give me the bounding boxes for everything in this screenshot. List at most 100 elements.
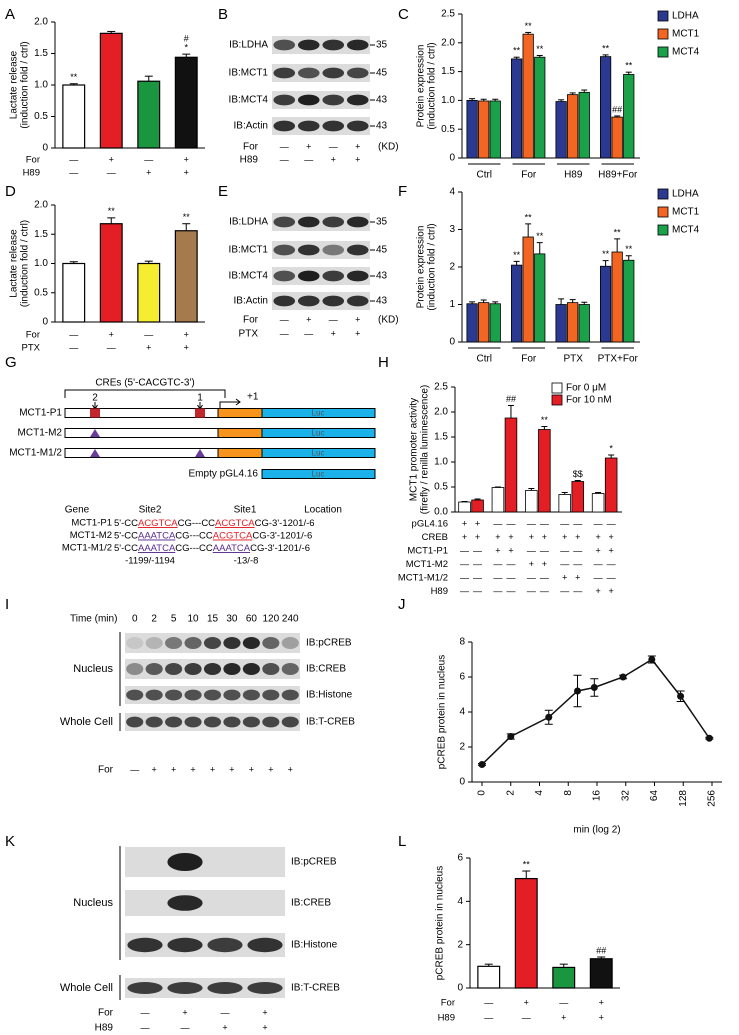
bar (567, 94, 579, 159)
marker-label: 43 (376, 121, 388, 132)
group-label: Nucleus (73, 663, 113, 675)
blot-band (322, 39, 345, 51)
row-mark: + (529, 559, 534, 569)
y-axis-label: Protein expression (416, 226, 427, 309)
row-mark: — (527, 586, 536, 596)
group-label: Nucleus (73, 897, 113, 909)
significance-label: ** (602, 249, 610, 259)
row-mark: — (473, 545, 482, 555)
bar (491, 487, 505, 513)
significance-label: ## (506, 394, 516, 404)
y-tick-label: 0.5 (441, 124, 455, 135)
row-mark: + (184, 342, 189, 352)
time-label: 0 (132, 614, 138, 625)
luc-label: Luc (312, 409, 325, 418)
significance-label: ## (612, 104, 622, 114)
y-tick-label: 2.0 (441, 37, 455, 48)
y-tick-label: 1.5 (34, 229, 48, 240)
blot-band (262, 637, 280, 649)
legend-swatch (551, 382, 563, 394)
panel-letter: A (5, 6, 15, 23)
blot-label: IB:Actin (234, 296, 268, 307)
bar (522, 236, 534, 343)
row-label: MCT1-P1 (407, 546, 448, 557)
blot-band (281, 716, 299, 728)
y-tick-label: 2 (449, 262, 455, 273)
y-tick-label: 0 (459, 777, 465, 788)
bar (589, 958, 613, 989)
marker-label: 43 (376, 271, 388, 282)
row-label: PTX (22, 343, 41, 354)
blot-band (127, 853, 162, 871)
bar (599, 265, 612, 343)
bar (525, 490, 538, 513)
blot-band (126, 689, 144, 701)
row-mark: + (109, 154, 114, 164)
blot-band (165, 663, 183, 675)
legend-label: MCT1 (672, 207, 700, 218)
y-tick-label: 1 (449, 299, 455, 310)
time-label: 30 (226, 614, 238, 625)
bar (599, 56, 612, 159)
blot-band (207, 982, 243, 994)
location: -1201/-6 (279, 518, 314, 529)
blot-band (346, 244, 369, 256)
blot-band (273, 295, 296, 307)
blot-band (297, 39, 320, 51)
legend-label: LDHA (672, 11, 699, 22)
sequence-part: 5'-CC (114, 530, 138, 541)
y-tick-label: 2.0 (34, 17, 48, 28)
row-mark: — (559, 997, 568, 1007)
blot-band (262, 689, 280, 701)
x-axis-label: min (log 2) (573, 825, 620, 836)
mutation (195, 449, 205, 457)
blot-band (273, 67, 296, 79)
mutation (90, 449, 100, 457)
row-mark: — (493, 586, 502, 596)
blot-strip (272, 292, 370, 310)
treatment-mark: — (280, 141, 289, 151)
bar (555, 304, 567, 343)
luc-label: Luc (312, 470, 325, 479)
significance-label: ** (602, 43, 610, 53)
sequence-part: AAATCA (138, 543, 176, 554)
blot-band (167, 982, 203, 994)
treatment-mark: + (222, 1022, 227, 1032)
y-tick-label: 2.0 (34, 200, 48, 211)
y-axis-label: (induction fold / ctrl) (20, 220, 31, 307)
blot-label: IB:LDHA (229, 217, 268, 228)
treatment-mark: + (306, 141, 311, 151)
bar (477, 965, 501, 989)
blot-band (346, 295, 369, 307)
legend-label: MCT1 (672, 29, 700, 40)
significance-label: # (184, 34, 189, 44)
y-tick-label: 6 (459, 672, 465, 683)
bar (604, 457, 618, 513)
blot-label: IB:MCT1 (229, 68, 269, 79)
blot-band (297, 244, 320, 256)
x-tick-label: 16 (592, 790, 603, 802)
y-axis-label: (induction fold / ctrl) (20, 41, 31, 128)
legend-label: For 0 μM (566, 383, 606, 394)
y-tick-label: 0 (42, 143, 48, 154)
blot-strip (272, 36, 370, 54)
blot-band (145, 716, 163, 728)
y-tick-label: 1.5 (434, 432, 448, 443)
row-label: For (26, 330, 40, 341)
row-mark: — (506, 586, 515, 596)
legend-label: MCT4 (672, 225, 700, 236)
y-tick-label: 0.5 (434, 482, 448, 493)
luciferase (261, 469, 376, 479)
blot-band (273, 120, 296, 132)
treatment-mark: + (331, 154, 336, 164)
treatment-mark: + (171, 764, 176, 774)
blot-band (273, 270, 296, 282)
time-label: 10 (187, 614, 199, 625)
y-tick-label: 8 (459, 637, 465, 648)
blot-label: IB:Histone (306, 690, 353, 701)
y-tick-label: 1.0 (34, 258, 48, 269)
row-mark: — (594, 518, 603, 528)
promoter (64, 428, 219, 438)
